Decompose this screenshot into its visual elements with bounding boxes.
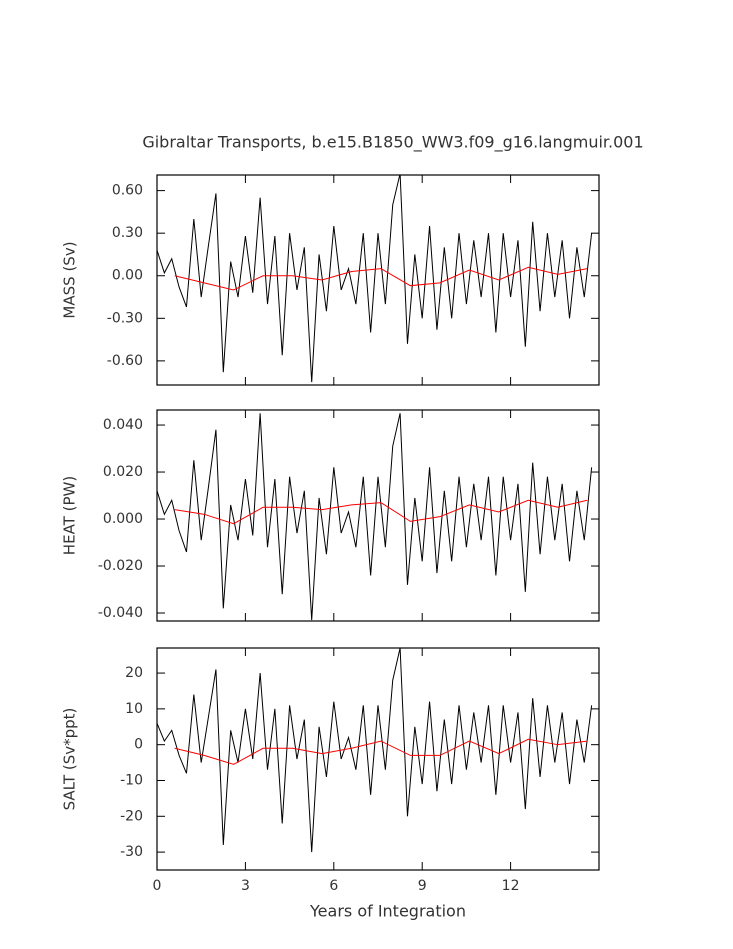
y-tick-label: 0.30 xyxy=(112,225,143,241)
plot-frame xyxy=(156,409,600,622)
x-tick-label: 3 xyxy=(241,878,250,894)
y-tick-label: -30 xyxy=(120,844,143,860)
y-tick-label: 0 xyxy=(134,737,143,753)
data-line xyxy=(174,499,588,525)
y-tick-label: 0.60 xyxy=(112,183,143,199)
y-tick-label: 0.000 xyxy=(103,511,143,527)
x-tick-label: 12 xyxy=(502,878,520,894)
y-tick-label: 0.00 xyxy=(112,268,143,284)
data-line xyxy=(157,648,593,853)
chart-title: Gibraltar Transports, b.e15.B1850_WW3.f0… xyxy=(142,133,643,153)
x-axis-label: Years of Integration xyxy=(309,902,466,921)
y-tick-label: 0.040 xyxy=(103,417,143,433)
x-tick-label: 6 xyxy=(329,878,338,894)
y-tick-label: -20 xyxy=(120,808,143,824)
y-tick-label: -0.30 xyxy=(107,310,143,326)
y-axis-label: SALT (Sv*ppt) xyxy=(61,708,79,811)
x-tick-label: 0 xyxy=(153,878,162,894)
y-tick-label: 10 xyxy=(125,701,143,717)
plot-frame xyxy=(156,647,600,871)
y-tick-label: -0.040 xyxy=(98,605,143,621)
x-tick-label: 9 xyxy=(418,878,427,894)
data-line xyxy=(157,175,593,383)
y-tick-label: -10 xyxy=(120,772,143,788)
plot-frame xyxy=(156,174,600,386)
y-tick-label: 0.020 xyxy=(103,464,143,480)
data-line xyxy=(157,413,593,621)
data-line xyxy=(174,738,588,765)
y-tick-label: 20 xyxy=(125,665,143,681)
y-tick-label: -0.60 xyxy=(107,353,143,369)
y-tick-label: -0.020 xyxy=(98,558,143,574)
data-line xyxy=(174,266,588,291)
y-axis-label: HEAT (PW) xyxy=(61,476,79,555)
y-axis-label: MASS (Sv) xyxy=(61,241,79,318)
